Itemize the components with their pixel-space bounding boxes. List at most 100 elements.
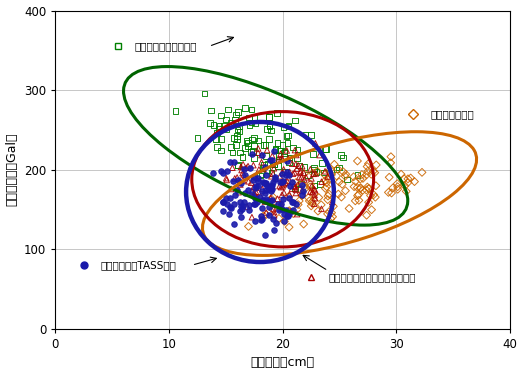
Point (257, 171, 266, 177)
Point (278, 207, 287, 213)
Point (251, 192, 259, 198)
Point (227, 186, 235, 192)
Point (263, 126, 271, 132)
Point (245, 122, 254, 128)
Text: ハイブリッドTASS構法: ハイブリッドTASS構法 (101, 260, 177, 270)
Point (278, 171, 286, 177)
Point (303, 172, 312, 178)
Point (225, 204, 234, 210)
Point (268, 153, 277, 159)
Point (233, 162, 242, 168)
Point (285, 194, 293, 200)
Point (284, 174, 292, 180)
Point (325, 191, 333, 197)
Point (242, 138, 251, 144)
Point (269, 216, 277, 222)
Point (324, 193, 332, 199)
Point (266, 183, 275, 189)
Point (298, 163, 306, 169)
Point (345, 206, 354, 212)
Point (311, 187, 319, 193)
Point (241, 105, 249, 111)
Point (282, 213, 291, 219)
Point (282, 158, 291, 164)
Point (317, 178, 326, 184)
Point (265, 199, 274, 205)
Point (279, 178, 287, 184)
Point (330, 161, 338, 167)
Point (307, 176, 315, 181)
Point (290, 183, 298, 189)
Point (404, 180, 412, 186)
Point (277, 206, 285, 212)
Point (222, 175, 231, 181)
Point (323, 174, 332, 180)
Point (274, 163, 282, 169)
Point (285, 224, 293, 230)
Point (318, 160, 326, 166)
Point (283, 178, 291, 184)
Point (265, 186, 274, 192)
Point (252, 196, 260, 202)
Point (267, 196, 276, 202)
Point (275, 153, 283, 159)
Point (317, 202, 325, 208)
Point (281, 169, 289, 175)
Point (209, 170, 218, 176)
Point (263, 147, 271, 153)
Point (337, 194, 346, 200)
Point (250, 135, 258, 141)
Point (229, 178, 237, 184)
Point (251, 114, 259, 120)
Y-axis label: 応答加速度（Gal）: 応答加速度（Gal） (6, 133, 18, 207)
Point (247, 106, 256, 112)
Point (258, 179, 267, 185)
Point (355, 197, 363, 203)
Point (263, 160, 271, 166)
Point (256, 172, 264, 178)
Point (325, 209, 333, 214)
Point (281, 180, 290, 186)
Point (265, 123, 274, 129)
Point (262, 180, 270, 186)
Point (309, 170, 317, 176)
Point (251, 184, 259, 190)
Point (354, 193, 362, 199)
Point (232, 142, 240, 148)
Point (243, 204, 252, 210)
Point (248, 136, 256, 142)
Point (341, 173, 349, 179)
Point (250, 174, 258, 180)
Point (292, 180, 300, 186)
Point (256, 213, 265, 219)
Point (270, 209, 278, 215)
Point (219, 208, 227, 214)
Point (363, 164, 371, 170)
Point (277, 201, 285, 207)
Point (193, 135, 201, 141)
Point (283, 140, 292, 146)
Point (362, 187, 370, 193)
Point (280, 181, 288, 187)
Point (275, 157, 283, 163)
Point (292, 152, 301, 158)
Point (249, 201, 258, 207)
Point (244, 178, 253, 184)
Point (384, 189, 393, 195)
Point (365, 186, 373, 192)
Point (286, 195, 294, 201)
Point (293, 147, 301, 153)
Point (322, 180, 331, 186)
Point (255, 166, 263, 172)
Point (367, 207, 376, 213)
Point (244, 188, 253, 194)
Point (236, 150, 244, 156)
Point (349, 174, 358, 180)
Point (388, 190, 396, 196)
Point (301, 185, 310, 191)
Point (260, 189, 269, 195)
Point (282, 133, 291, 139)
Point (329, 203, 337, 209)
Point (288, 200, 297, 206)
Point (270, 212, 278, 218)
